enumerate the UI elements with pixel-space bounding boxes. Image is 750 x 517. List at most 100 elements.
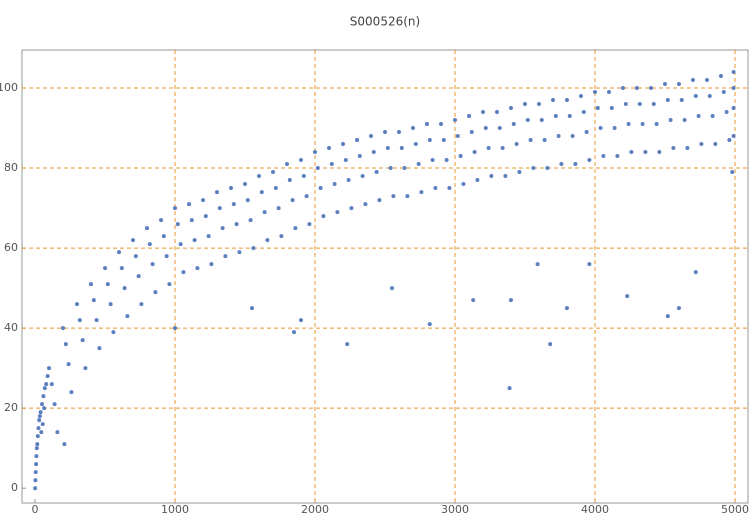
point bbox=[195, 266, 200, 271]
point bbox=[119, 266, 124, 271]
point bbox=[34, 462, 39, 467]
point bbox=[257, 174, 262, 179]
point bbox=[220, 226, 225, 231]
point bbox=[40, 402, 45, 407]
point bbox=[83, 366, 88, 371]
point bbox=[360, 174, 365, 179]
plot-frame bbox=[21, 49, 749, 504]
point bbox=[187, 202, 192, 207]
point bbox=[731, 70, 736, 75]
y-tick-label: 40 bbox=[4, 321, 18, 334]
point bbox=[276, 206, 281, 211]
point bbox=[377, 198, 382, 203]
point bbox=[55, 430, 60, 435]
point bbox=[704, 78, 709, 83]
point bbox=[424, 122, 429, 127]
point bbox=[651, 102, 656, 107]
point bbox=[455, 134, 460, 139]
point bbox=[245, 198, 250, 203]
point bbox=[201, 198, 206, 203]
point bbox=[662, 82, 667, 87]
point bbox=[676, 82, 681, 87]
point bbox=[374, 170, 379, 175]
point bbox=[508, 298, 513, 303]
point bbox=[318, 186, 323, 191]
point bbox=[41, 394, 46, 399]
point bbox=[164, 254, 169, 259]
point bbox=[629, 150, 634, 155]
point bbox=[383, 130, 387, 135]
point bbox=[595, 106, 600, 111]
point bbox=[731, 106, 736, 111]
point bbox=[173, 206, 178, 211]
point bbox=[609, 106, 614, 111]
point bbox=[52, 402, 57, 407]
point bbox=[94, 318, 99, 323]
point bbox=[573, 162, 578, 167]
point bbox=[696, 114, 701, 119]
point bbox=[355, 138, 360, 143]
point bbox=[545, 166, 550, 171]
point bbox=[44, 382, 49, 387]
point bbox=[34, 454, 39, 459]
point bbox=[47, 366, 52, 371]
point bbox=[307, 222, 312, 227]
point bbox=[503, 174, 508, 179]
point bbox=[471, 298, 476, 303]
point bbox=[33, 470, 38, 475]
point bbox=[80, 338, 85, 343]
point bbox=[625, 294, 630, 299]
point bbox=[133, 254, 138, 259]
point bbox=[500, 146, 505, 151]
point bbox=[668, 118, 673, 123]
point bbox=[615, 154, 620, 159]
point bbox=[634, 86, 639, 91]
point bbox=[536, 102, 541, 107]
point bbox=[718, 74, 723, 79]
point bbox=[413, 142, 418, 147]
point bbox=[343, 158, 348, 163]
point bbox=[150, 262, 155, 267]
point bbox=[181, 270, 186, 275]
point bbox=[250, 306, 255, 311]
x-tick-label: 2000 bbox=[301, 503, 329, 516]
point bbox=[299, 158, 304, 163]
point bbox=[713, 142, 718, 147]
point bbox=[45, 374, 50, 379]
point bbox=[494, 110, 499, 115]
point bbox=[483, 126, 488, 131]
point bbox=[159, 218, 164, 223]
point bbox=[206, 234, 211, 239]
point bbox=[36, 426, 41, 431]
point bbox=[215, 190, 220, 195]
x-tick-label: 4000 bbox=[581, 503, 609, 516]
point bbox=[427, 138, 432, 143]
point bbox=[61, 326, 66, 331]
point bbox=[287, 178, 292, 183]
point bbox=[402, 166, 407, 171]
point bbox=[293, 226, 298, 231]
point bbox=[444, 158, 449, 163]
point bbox=[475, 178, 480, 183]
point bbox=[346, 178, 351, 183]
point bbox=[66, 362, 71, 367]
point bbox=[584, 130, 589, 135]
point bbox=[178, 242, 183, 247]
point bbox=[33, 478, 38, 483]
point bbox=[203, 214, 208, 219]
point bbox=[231, 202, 236, 207]
point bbox=[37, 414, 42, 419]
point bbox=[139, 302, 144, 307]
point bbox=[461, 182, 466, 187]
point bbox=[685, 146, 690, 151]
point bbox=[550, 98, 555, 103]
point bbox=[136, 274, 141, 279]
point bbox=[514, 142, 519, 147]
point bbox=[581, 110, 586, 115]
point bbox=[329, 162, 334, 167]
point bbox=[489, 174, 494, 179]
point bbox=[511, 122, 516, 127]
point bbox=[542, 138, 547, 143]
y-tick-label: 0 bbox=[11, 481, 18, 494]
point bbox=[724, 110, 729, 115]
